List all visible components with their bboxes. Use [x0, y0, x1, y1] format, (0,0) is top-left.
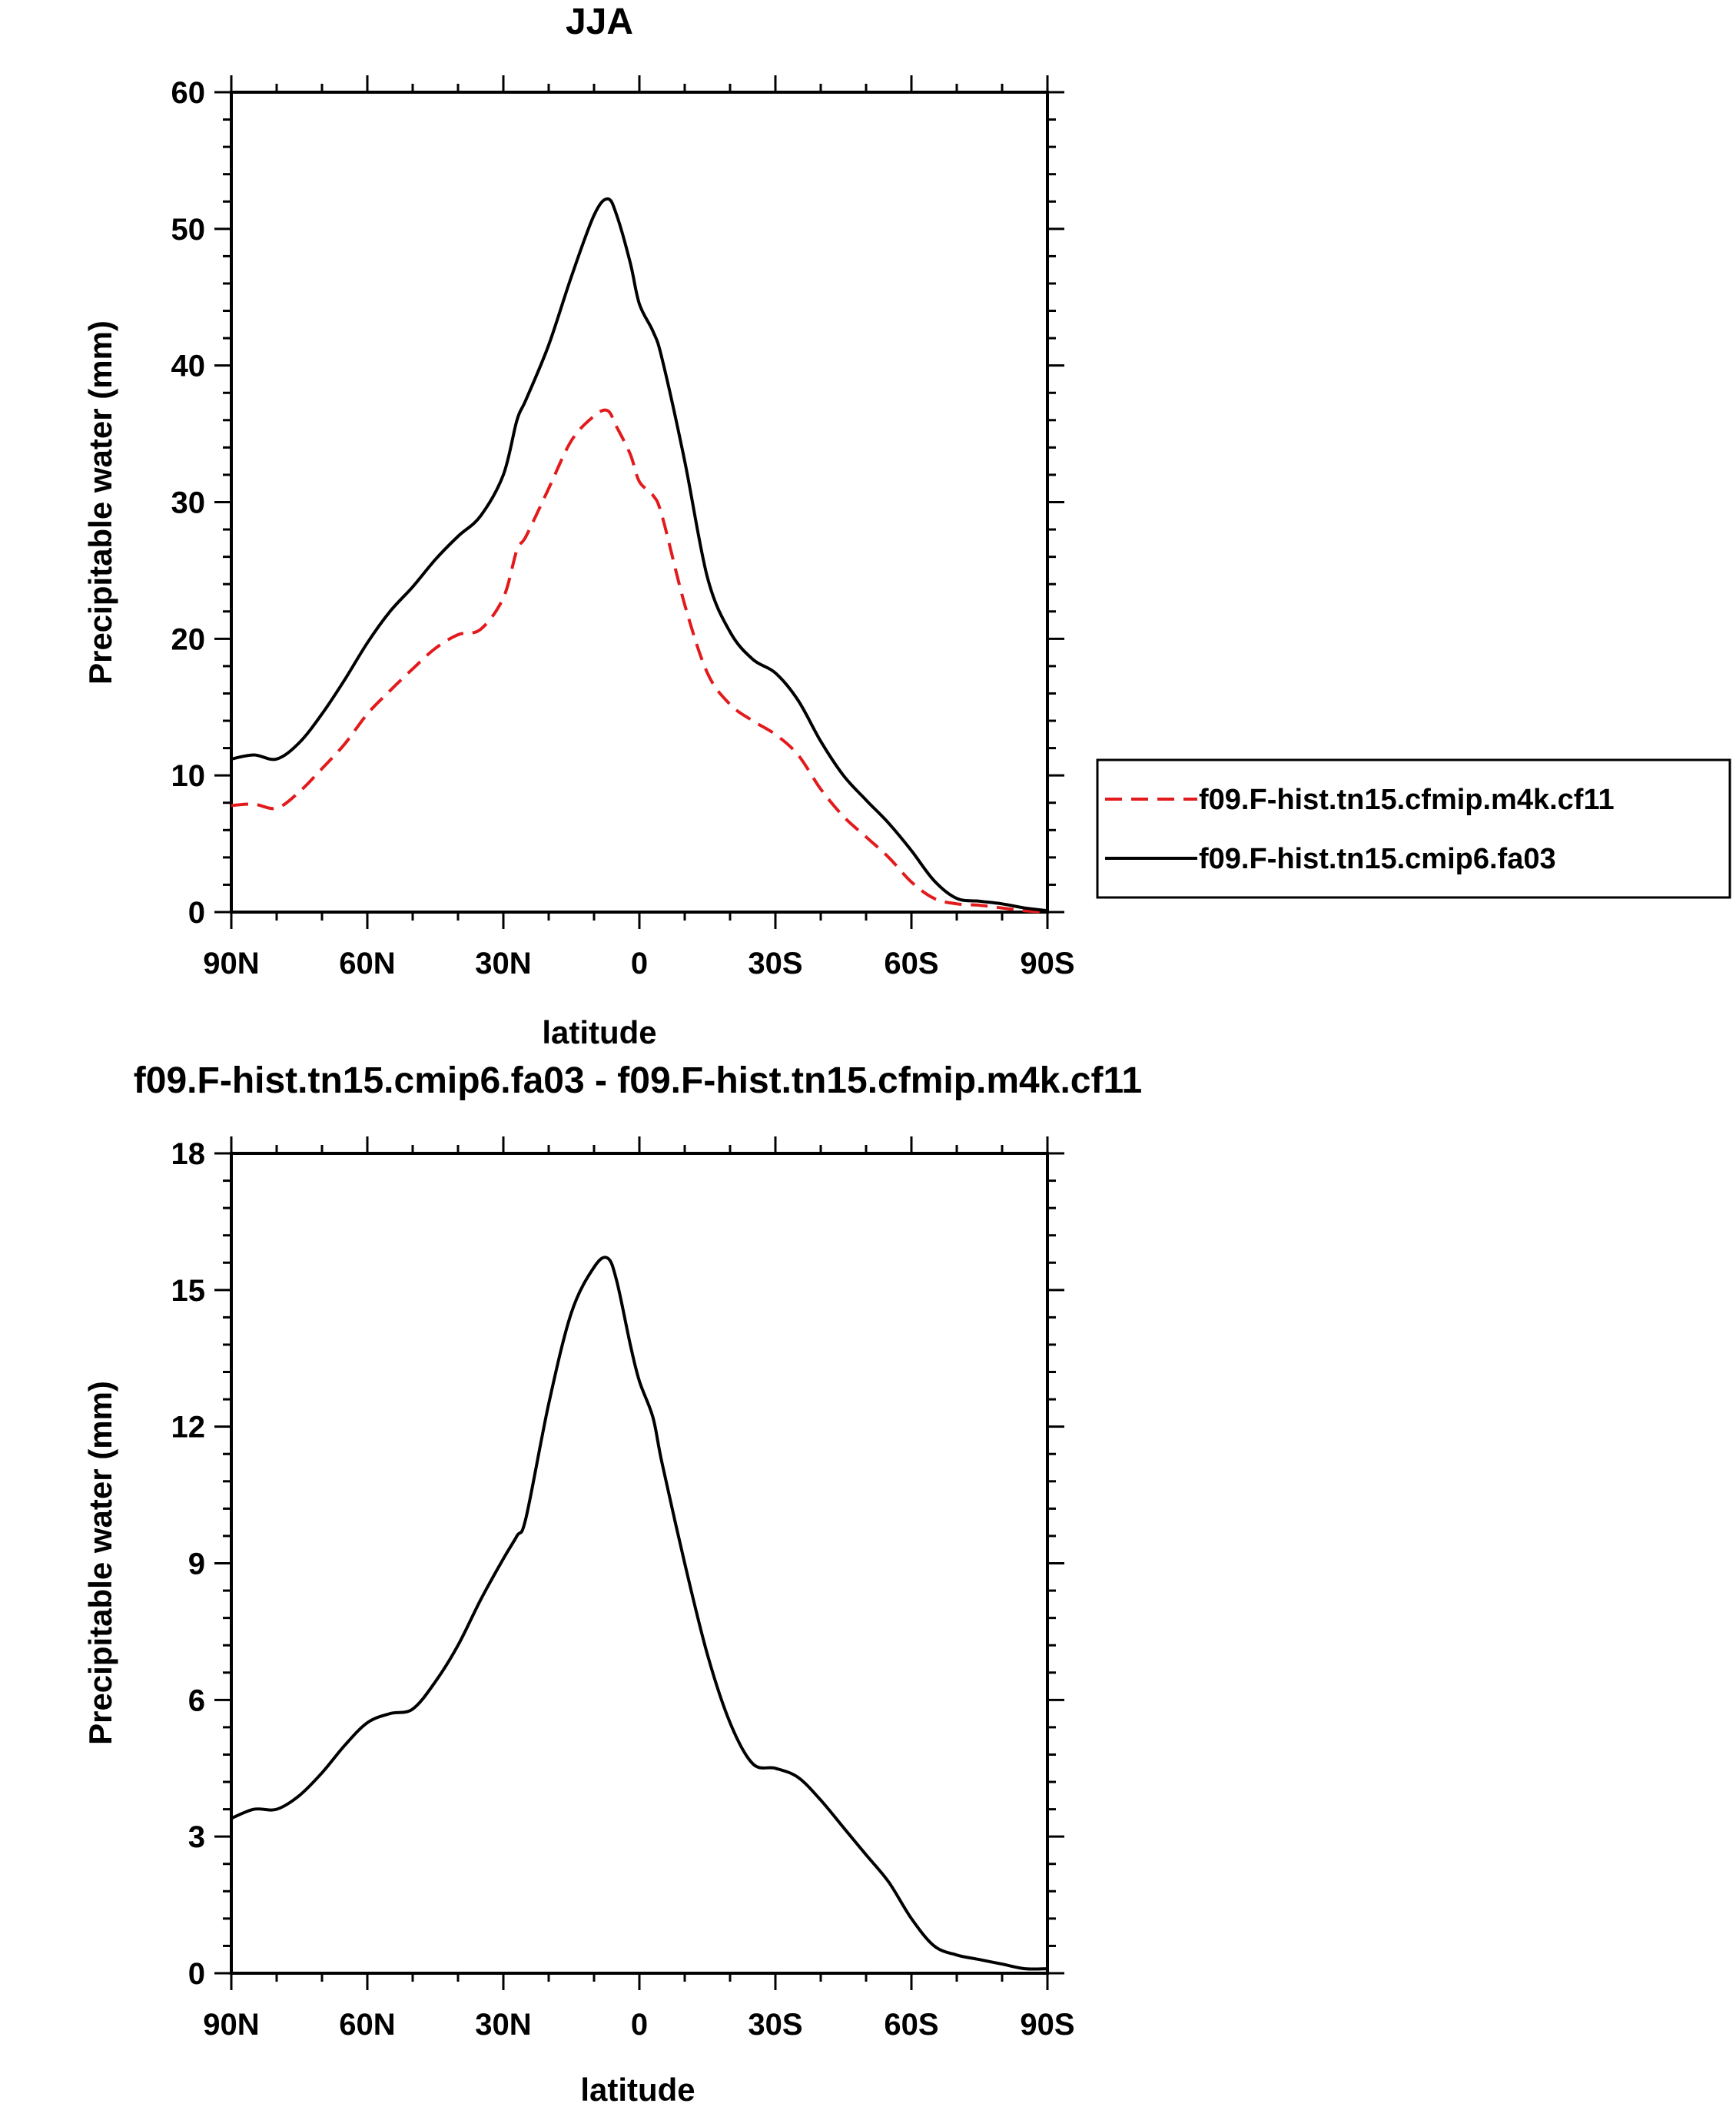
x-tick-label: 60N [339, 947, 395, 980]
top-plot-frame [230, 91, 1049, 914]
x-tick-label: 30N [475, 947, 531, 980]
bottom-x-tick-labels: 90N 60N 30N 0 30S 60S 90S [203, 2008, 1074, 2042]
x-tick-label: 0 [631, 947, 648, 980]
x-tick-label: 90S [1020, 2008, 1074, 2042]
top-y-tick-labels: 0 10 20 30 40 50 60 [171, 76, 206, 930]
top-chart-title: JJA [566, 2, 633, 42]
x-tick-label: 60N [339, 2008, 395, 2042]
legend-label-m4k: f09.F-hist.tn15.cfmip.m4k.cf11 [1199, 784, 1615, 816]
x-tick-label: 90S [1020, 947, 1074, 980]
y-tick-label: 20 [171, 622, 206, 656]
y-tick-label: 18 [171, 1137, 206, 1171]
top-y-axis-label: Precipitable water (mm) [82, 320, 118, 685]
x-tick-label: 90N [203, 947, 259, 980]
x-tick-label: 90N [203, 2008, 259, 2042]
top-series-lines [231, 197, 1048, 914]
bottom-plot-frame [230, 1152, 1049, 1975]
bottom-y-tick-labels: 0 3 6 9 12 15 18 [171, 1137, 206, 1991]
y-tick-label: 60 [171, 76, 206, 110]
y-tick-label: 0 [188, 896, 205, 930]
bottom-x-axis-label: latitude [580, 2072, 695, 2108]
y-tick-label: 40 [171, 350, 206, 383]
series-line-0 [231, 408, 1048, 914]
top-chart: JJA 0 10 20 30 40 50 60 90N 60N 30N 0 30S 60S 90S la… [82, 2, 1731, 1050]
x-tick-label: 60S [884, 2008, 938, 2042]
legend: f09.F-hist.tn15.cfmip.m4k.cf11 f09.F-his… [1096, 758, 1731, 899]
bottom-series-lines [231, 1256, 1048, 1971]
y-tick-label: 30 [171, 486, 206, 520]
y-tick-label: 6 [188, 1684, 205, 1717]
bottom-tick-marks [214, 1136, 1064, 1990]
y-tick-label: 9 [188, 1548, 205, 1581]
series-line-0 [231, 1256, 1048, 1971]
bottom-chart: f09.F-hist.tn15.cmip6.fa03 - f09.F-hist.… [82, 1060, 1142, 2108]
y-tick-label: 3 [188, 1820, 205, 1854]
y-tick-label: 15 [171, 1274, 206, 1308]
x-tick-label: 0 [631, 2008, 648, 2042]
bottom-chart-title: f09.F-hist.tn15.cmip6.fa03 - f09.F-hist.… [134, 1060, 1142, 1101]
y-tick-label: 0 [188, 1957, 205, 1991]
top-tick-marks [214, 75, 1064, 929]
y-tick-label: 10 [171, 759, 206, 793]
x-tick-label: 30S [748, 2008, 802, 2042]
legend-box [1096, 758, 1731, 899]
series-line-1 [231, 197, 1048, 913]
y-tick-label: 12 [171, 1411, 206, 1445]
x-tick-label: 30S [748, 947, 802, 980]
top-x-tick-labels: 90N 60N 30N 0 30S 60S 90S [203, 947, 1074, 980]
legend-label-fa03: f09.F-hist.tn15.cmip6.fa03 [1199, 843, 1556, 875]
bottom-y-axis-label: Precipitable water (mm) [82, 1381, 118, 1745]
x-tick-label: 60S [884, 947, 938, 980]
y-tick-label: 50 [171, 213, 206, 247]
x-tick-label: 30N [475, 2008, 531, 2042]
top-x-axis-label: latitude [542, 1014, 656, 1050]
